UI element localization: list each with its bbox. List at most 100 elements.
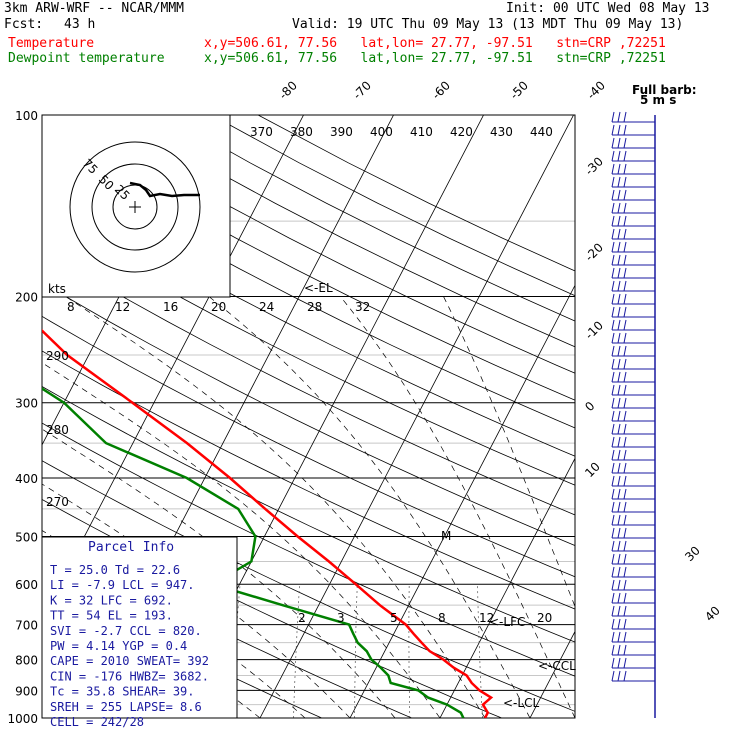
pressure-label: 100 bbox=[15, 109, 38, 123]
theta-label: 420 bbox=[450, 125, 473, 139]
level-marker: <-LCL bbox=[503, 696, 539, 710]
isotherm-label: -30 bbox=[582, 154, 606, 178]
wind-barb bbox=[611, 124, 655, 136]
wind-barb bbox=[611, 566, 655, 578]
isotherm-label: 0 bbox=[582, 399, 597, 414]
wind-barb bbox=[611, 176, 655, 188]
dry-adiabat bbox=[42, 124, 575, 401]
isotherm-label: -40 bbox=[584, 78, 608, 102]
isotherm-label: -50 bbox=[507, 78, 531, 102]
wind-barb bbox=[611, 345, 655, 357]
parcel-info-title: Parcel Info bbox=[88, 540, 174, 555]
isotherm-line bbox=[259, 115, 574, 718]
isotherm-label: -60 bbox=[429, 78, 453, 102]
mixing-ratio-label: 8 bbox=[438, 611, 446, 625]
dewpoint-line bbox=[42, 387, 465, 718]
parcel-info-row: TT = 54 EL = 193. bbox=[50, 609, 173, 623]
forecast-label: Fcst: bbox=[4, 17, 44, 32]
mixing-ratio-line bbox=[293, 584, 300, 718]
mixing-ratio-label: 20 bbox=[537, 611, 552, 625]
hodograph-ring bbox=[91, 163, 179, 251]
isotherm-label: -10 bbox=[582, 318, 606, 342]
wind-barb bbox=[611, 540, 655, 552]
dry-adiabat bbox=[42, 350, 575, 610]
moist-adiabat bbox=[42, 428, 396, 718]
pressure-label: 900 bbox=[15, 684, 38, 698]
mixing-ratio-line bbox=[477, 584, 483, 718]
mixing-ratio-label: 2 bbox=[298, 611, 306, 625]
level-marker: <-EL bbox=[304, 281, 333, 295]
forecast-hour: 43 h bbox=[64, 17, 96, 32]
dewpoint-legend: Dewpoint temperature bbox=[8, 51, 165, 66]
wind-barb bbox=[611, 254, 655, 266]
parcel-info-row: SREH = 255 LAPSE= 8.6 bbox=[50, 700, 202, 714]
theta-label: 440 bbox=[530, 125, 553, 139]
dry-adiabat bbox=[42, 154, 575, 429]
parcel-info-row: K = 32 LFC = 692. bbox=[50, 593, 173, 607]
parcel-info-row: T = 25.0 Td = 22.6 bbox=[50, 563, 180, 577]
isotherm-label: -20 bbox=[582, 240, 606, 264]
wind-barb bbox=[611, 371, 655, 383]
parcel-info-box: Parcel Info T = 25.0 Td = 22.6LI = -7.9 … bbox=[41, 536, 238, 729]
moist-adiabat bbox=[42, 362, 441, 718]
theta-label: 390 bbox=[330, 125, 353, 139]
wind-barbs bbox=[611, 111, 656, 718]
pressure-label: 600 bbox=[15, 578, 38, 592]
wind-barb bbox=[611, 423, 655, 435]
wind-barb bbox=[611, 410, 655, 422]
dry-adiabat bbox=[42, 249, 575, 516]
init-time: Init: 00 UTC Wed 08 May 13 bbox=[506, 1, 710, 16]
temperature-legend: Temperature bbox=[8, 36, 95, 51]
level-marker: <-CCL bbox=[538, 659, 576, 673]
dry-adiabat bbox=[42, 315, 575, 578]
dry-adiabat bbox=[71, 115, 575, 374]
pressure-label: 300 bbox=[15, 397, 38, 411]
wind-barb bbox=[611, 241, 655, 253]
theta-label: 290 bbox=[46, 349, 69, 363]
wind-barb bbox=[611, 189, 655, 201]
wind-barb bbox=[611, 553, 655, 565]
wind-barb bbox=[611, 306, 655, 318]
parcel-info-row: PW = 4.14 YGP = 0.4 bbox=[50, 639, 187, 653]
isotherm-line bbox=[349, 284, 575, 718]
hodograph-units: kts bbox=[48, 282, 66, 296]
isotherm-line bbox=[439, 457, 575, 718]
wind-barb bbox=[611, 267, 655, 279]
parcel-info-row: Tc = 35.8 SHEAR= 39. bbox=[50, 685, 195, 699]
dry-adiabat bbox=[42, 185, 575, 457]
wind-barb bbox=[611, 111, 655, 123]
barb-key-units: 5 m s bbox=[640, 93, 676, 107]
parcel-info-row: CIN = -176 HWBZ= 3682. bbox=[50, 669, 209, 683]
wind-barb bbox=[611, 163, 655, 175]
dewpoint-location: x,y=506.61, 77.56 lat,lon= 27.77, -97.51… bbox=[204, 51, 666, 66]
level-marker: M bbox=[441, 529, 451, 543]
plot-frame bbox=[41, 114, 576, 719]
wind-barb bbox=[611, 137, 655, 149]
mixing-ratio-line bbox=[408, 584, 411, 718]
wind-barb bbox=[611, 293, 655, 305]
wind-barb bbox=[611, 592, 655, 604]
theta-label: 280 bbox=[46, 423, 69, 437]
hodograph-scale-label: 32 bbox=[355, 300, 370, 314]
wind-barb bbox=[611, 618, 655, 630]
dry-adiabat bbox=[42, 216, 575, 486]
wind-barb bbox=[611, 436, 655, 448]
mixing-ratio-line bbox=[230, 584, 241, 718]
moist-adiabat bbox=[443, 296, 575, 608]
wind-barb bbox=[611, 202, 655, 214]
hodograph-trace bbox=[129, 181, 200, 198]
mixing-ratio-label: 5 bbox=[390, 611, 398, 625]
wind-barb bbox=[611, 605, 655, 617]
parcel-info-frame bbox=[41, 536, 238, 719]
wind-barb bbox=[611, 384, 655, 396]
parcel-info-row: CAPE = 2010 SWEAT= 392 bbox=[50, 654, 209, 668]
wind-barb bbox=[611, 488, 655, 500]
wind-barb bbox=[611, 462, 655, 474]
wind-barb bbox=[611, 644, 655, 656]
theta-label: 400 bbox=[370, 125, 393, 139]
dry-adiabat bbox=[211, 115, 575, 297]
pressure-label: 700 bbox=[15, 619, 38, 633]
pressure-label: 800 bbox=[15, 654, 38, 668]
